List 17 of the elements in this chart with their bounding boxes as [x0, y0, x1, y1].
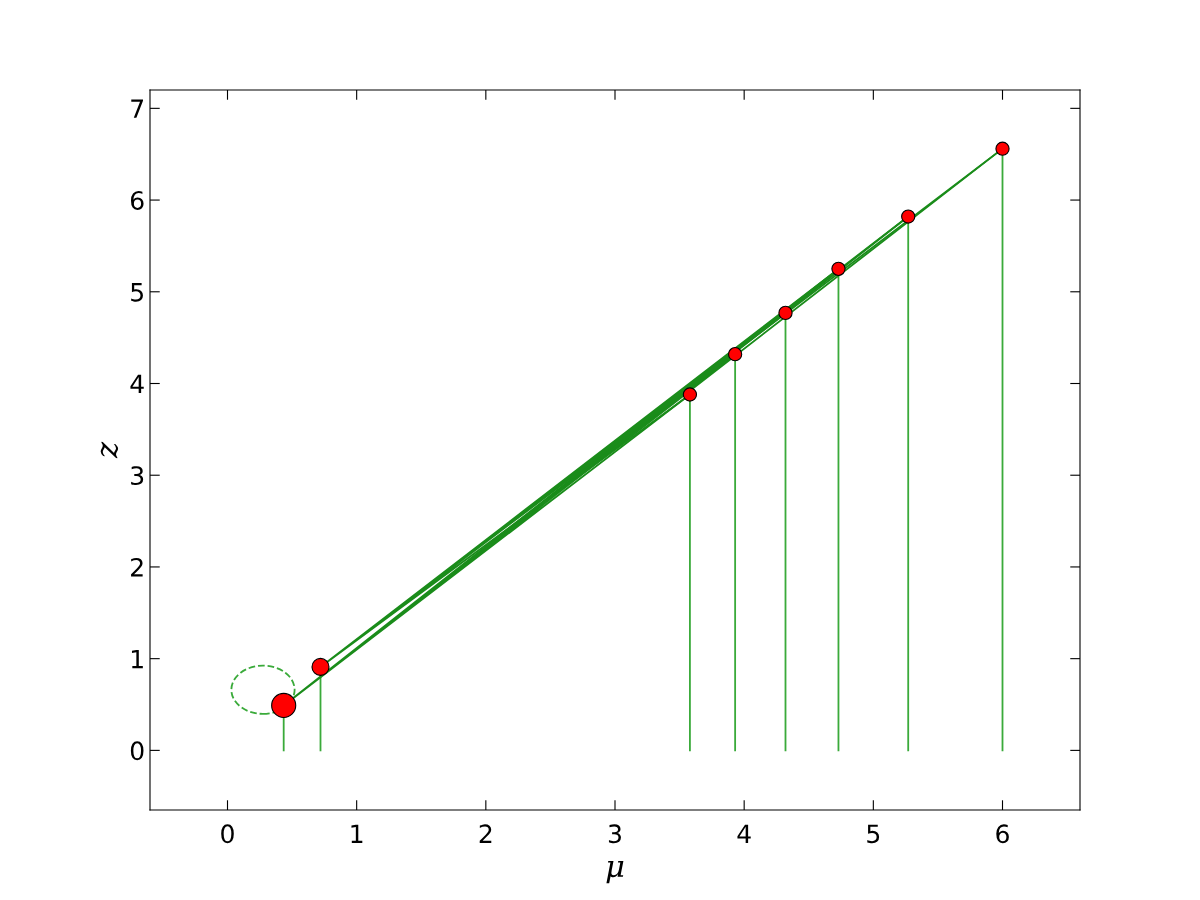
x-tick-label: 0	[221, 824, 234, 844]
x-tick-label: 3	[608, 824, 621, 844]
y-tick-label: 2	[131, 557, 143, 577]
x-tick-label: 2	[479, 824, 492, 843]
x-tick-label: 4	[737, 824, 751, 843]
y-tick-label: 7	[131, 99, 143, 118]
y-tick-label: 1	[131, 649, 143, 669]
x-tick-label: 6	[996, 824, 1009, 844]
y-tick-label: 0	[130, 741, 144, 761]
y-tick-label: 4	[130, 374, 144, 393]
x-tick-label: 5	[867, 824, 880, 844]
y-axis-title: z	[100, 441, 119, 459]
x-axis-title: μ	[606, 861, 624, 884]
y-tick-label: 6	[130, 191, 144, 210]
x-tick-label: 1	[351, 824, 363, 843]
y-tick-label: 3	[131, 466, 144, 486]
y-tick-label: 5	[131, 283, 143, 302]
